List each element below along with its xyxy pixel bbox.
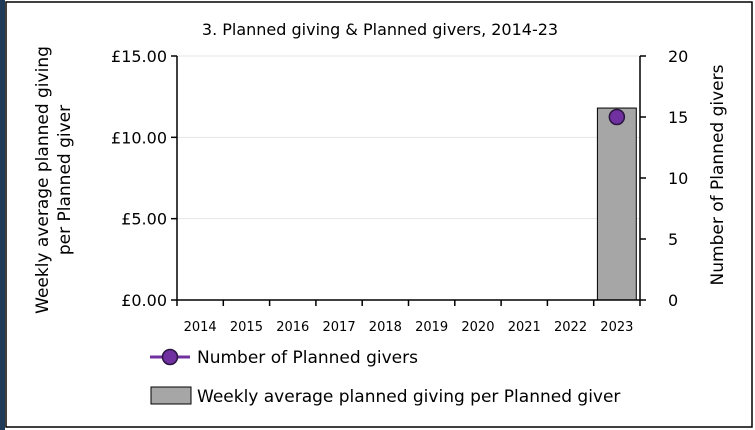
left-tick-label: £0.00 <box>121 291 167 310</box>
x-tick-label-2020: 2020 <box>461 320 494 335</box>
left-accent-bar <box>0 0 5 430</box>
bars <box>596 107 637 301</box>
right-tick-label: 10 <box>668 169 688 188</box>
left-axis-label-line1: Weekly average planned giving <box>33 46 53 314</box>
x-tick-label-2014: 2014 <box>184 320 217 335</box>
x-tick-label-2018: 2018 <box>369 320 402 335</box>
right-axis-label: Number of Planned givers <box>708 64 728 285</box>
right-tick-label: 5 <box>668 230 678 249</box>
x-tick-label-2021: 2021 <box>508 320 541 335</box>
x-tick-label-2019: 2019 <box>415 320 448 335</box>
right-axis-ticks: 0 5 10 15 20 <box>640 47 688 310</box>
left-tick-label: £15.00 <box>111 47 167 66</box>
x-tick-label-2023: 2023 <box>600 320 633 335</box>
gridlines <box>177 55 640 220</box>
left-axis-label-line2: per Planned giver <box>55 105 75 255</box>
x-tick-label-2015: 2015 <box>230 320 263 335</box>
x-axis-ticks: 2014 2015 2016 2017 2018 2019 2020 2021 2022 2023 <box>176 300 641 335</box>
left-tick-label: £5.00 <box>121 210 167 229</box>
legend: Number of Planned givers Weekly average … <box>150 348 620 407</box>
points <box>608 108 626 126</box>
legend-label-giving: Weekly average planned giving per Planne… <box>197 387 620 407</box>
right-tick-label: 20 <box>668 47 688 66</box>
bar-2023 <box>596 107 637 301</box>
left-tick-label: £10.00 <box>111 128 167 147</box>
x-tick-label-2016: 2016 <box>276 320 309 335</box>
legend-label-givers: Number of Planned givers <box>197 348 418 368</box>
left-axis-ticks: £0.00 £5.00 £10.00 £15.00 <box>111 47 177 310</box>
chart-border <box>5 1 753 428</box>
x-tick-label-2022: 2022 <box>554 320 587 335</box>
point-2023 <box>608 108 626 126</box>
x-tick-label-2017: 2017 <box>323 320 356 335</box>
legend-bar-swatch <box>150 386 192 405</box>
right-tick-label: 15 <box>668 108 688 127</box>
legend-marker-swatch <box>161 348 179 366</box>
right-tick-label: 0 <box>668 291 678 310</box>
chart-title: 3. Planned giving & Planned givers, 2014… <box>202 20 558 39</box>
